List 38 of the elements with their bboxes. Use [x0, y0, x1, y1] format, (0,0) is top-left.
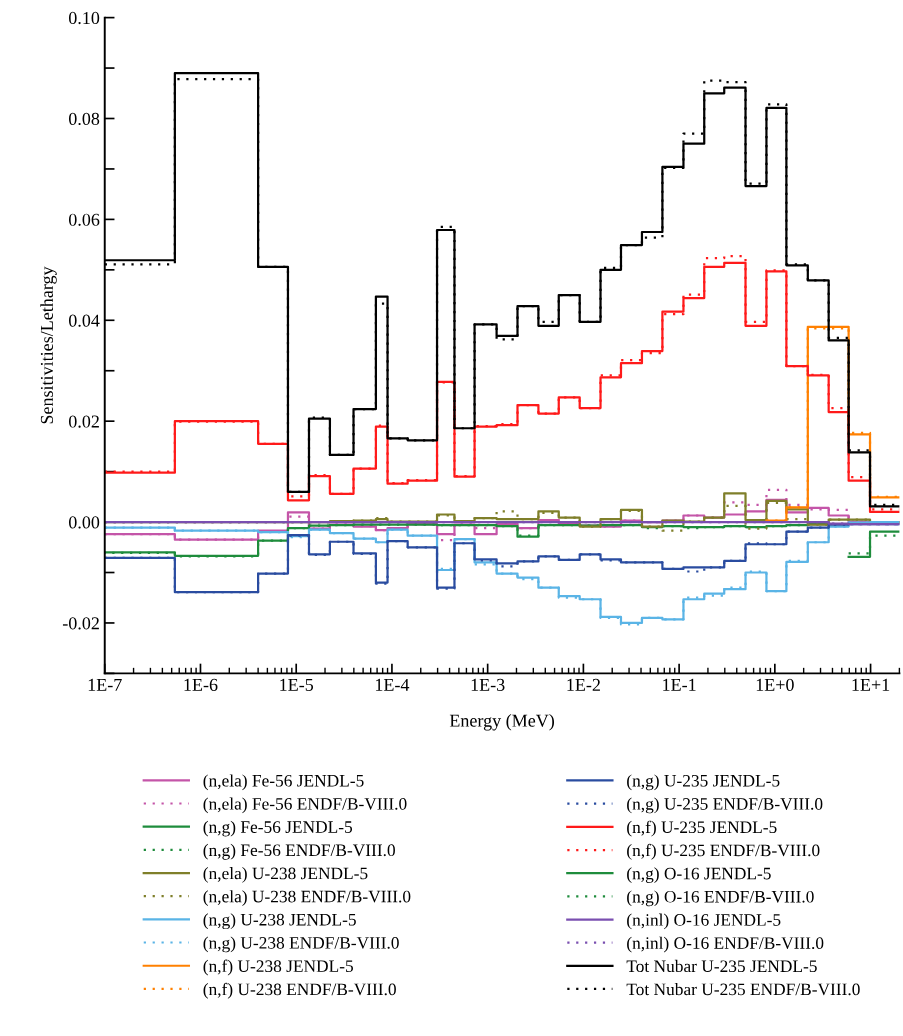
x-tick-label: 1E-3 — [471, 678, 505, 691]
legend-label: (n,g) Fe-56 JENDL-5 — [203, 820, 353, 837]
y-tick-label: 0.04 — [68, 314, 100, 327]
legend-label: (n,g) O-16 JENDL-5 — [627, 867, 771, 883]
legend-label: (n,g) U-238 ENDF/B-VIII.0 — [203, 936, 399, 953]
x-tick-label: 1E-1 — [663, 678, 696, 691]
x-tick-label: 1E+0 — [756, 678, 794, 691]
y-tick-label: 0.02 — [68, 415, 99, 428]
legend-label: (n,g) U-235 ENDF/B-VIII.0 — [627, 797, 823, 814]
legend-label: (n,ela) U-238 ENDF/B-VIII.0 — [203, 890, 411, 906]
y-tick-label: 0.06 — [68, 213, 100, 226]
y-tick-label: -0.02 — [62, 617, 99, 630]
y-tick-label: 0.10 — [68, 11, 100, 25]
legend-label: Tot Nubar U-235 ENDF/B-VIII.0 — [626, 983, 860, 996]
legend-label: (n,g) Fe-56 ENDF/B-VIII.0 — [203, 843, 395, 860]
legend-label: (n,g) O-16 ENDF/B-VIII.0 — [627, 890, 814, 907]
y-tick-label: 0.08 — [68, 112, 100, 126]
legend-label: (n,ela) Fe-56 JENDL-5 — [203, 774, 364, 791]
x-tick-label: 1E-6 — [184, 678, 218, 691]
legend-label: (n,ela) U-238 JENDL-5 — [203, 867, 368, 883]
legend-label: Tot Nubar U-235 JENDL-5 — [626, 959, 817, 973]
legend-label: (n,inl) O-16 JENDL-5 — [627, 913, 781, 930]
x-tick-label: 1E+1 — [852, 678, 890, 691]
y-tick-label: 0.00 — [68, 516, 100, 529]
legend-label: (n,ela) Fe-56 ENDF/B-VIII.0 — [203, 797, 407, 814]
y-axis-title: Sensitivities/Lethargy — [40, 266, 57, 424]
legend-label: (n,f) U-238 JENDL-5 — [203, 959, 353, 976]
x-tick-label: 1E-4 — [375, 678, 410, 691]
legend-label: (n,f) U-235 JENDL-5 — [627, 820, 777, 837]
legend-label: (n,inl) O-16 ENDF/B-VIII.0 — [627, 936, 824, 953]
legend-label: (n,f) U-238 ENDF/B-VIII.0 — [203, 982, 396, 999]
x-tick-label: 1E-2 — [567, 678, 600, 691]
legend-label: (n,g) U-235 JENDL-5 — [627, 774, 780, 791]
legend-label: (n,f) U-235 ENDF/B-VIII.0 — [627, 843, 820, 860]
x-tick-label: 1E-7 — [88, 678, 122, 691]
x-axis-title: Energy (MeV) — [449, 714, 555, 731]
legend-label: (n,g) U-238 JENDL-5 — [203, 913, 356, 930]
x-tick-label: 1E-5 — [280, 678, 314, 691]
